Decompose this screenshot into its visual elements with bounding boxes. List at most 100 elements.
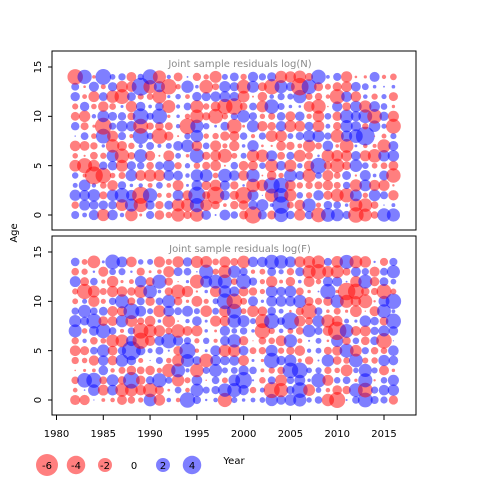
bubble-point	[230, 366, 238, 374]
bubble-point	[390, 133, 397, 140]
bubble-point	[228, 265, 241, 278]
bubble-point	[165, 376, 173, 384]
bubble-point	[81, 357, 88, 364]
bubble-point	[364, 310, 366, 312]
bubble-point	[83, 368, 87, 372]
bubble-point	[166, 397, 172, 403]
legend-label: -2	[100, 461, 110, 472]
bubble-point	[350, 275, 362, 288]
bubble-point	[138, 397, 144, 403]
bubble-point	[185, 368, 190, 373]
bubble-point	[190, 208, 204, 222]
bubble-point	[172, 179, 184, 191]
bubble-point	[295, 287, 304, 296]
bubble-point	[221, 113, 229, 120]
bubble-point	[146, 93, 154, 100]
bubble-point	[392, 184, 395, 187]
bubble-point	[294, 199, 306, 211]
bubble-point	[176, 114, 180, 119]
bubble-point	[212, 132, 219, 140]
bubble-point	[380, 347, 388, 355]
bubble-point	[146, 161, 154, 170]
bubble-point	[387, 374, 399, 386]
bubble-point	[88, 355, 100, 366]
bubble-point	[123, 372, 140, 389]
bubble-point	[326, 309, 330, 313]
bubble-point	[179, 392, 196, 408]
bubble-point	[305, 152, 313, 160]
bubble-point	[369, 101, 380, 112]
bubble-point	[358, 294, 373, 309]
bubble-point	[376, 333, 392, 349]
panel-1: 0 5 10 15 Joint sample residuals log(N)	[33, 50, 417, 231]
bubble-point	[303, 255, 316, 268]
bubble-point	[333, 307, 341, 315]
bubble-point	[378, 354, 390, 367]
bubble-point	[352, 337, 360, 345]
bubble-point	[134, 275, 147, 288]
bubble-point	[217, 148, 232, 163]
bubble-point	[71, 267, 79, 276]
bubble-point	[90, 336, 98, 345]
bubble-point	[350, 266, 361, 277]
bubble-point	[324, 132, 332, 140]
bubble-point	[192, 91, 202, 102]
bubble-point	[258, 347, 267, 355]
bubble-point	[391, 84, 396, 89]
bubble-point	[298, 105, 302, 108]
bubble-point	[354, 378, 358, 382]
bubble-point	[350, 344, 362, 357]
bubble-point	[285, 276, 296, 287]
bubble-point	[182, 325, 193, 336]
bubble-point	[183, 102, 192, 111]
bubble-point	[212, 258, 219, 266]
bubble-point	[118, 172, 126, 179]
bubble-point	[108, 327, 117, 335]
bubble-point	[71, 211, 80, 219]
bubble-point	[372, 173, 377, 178]
bubble-point	[167, 114, 171, 119]
bubble-point	[239, 327, 248, 335]
bubble-point	[370, 346, 379, 355]
bubble-point	[295, 131, 304, 141]
bubble-point	[202, 386, 210, 394]
bubble-point	[313, 190, 324, 201]
bubble-point	[214, 124, 217, 128]
bubble-point	[277, 151, 286, 160]
bubble-point	[171, 363, 186, 378]
bubble-point	[192, 72, 202, 82]
bubble-point	[321, 149, 335, 163]
bubble-point	[145, 365, 155, 376]
bubble-point	[265, 344, 278, 357]
bubble-point	[105, 139, 120, 153]
bubble-point	[114, 89, 130, 105]
bubble-point	[246, 149, 260, 162]
bubble-point	[117, 140, 127, 151]
bubble-point	[101, 398, 106, 402]
bubble-point	[286, 268, 295, 276]
bubble-point	[276, 141, 286, 151]
panels-group: 0 5 10 15 Joint sample residuals log(N) 0 5 10 1…	[33, 50, 417, 416]
bubble-point	[322, 180, 333, 191]
bubble-point	[361, 162, 369, 170]
bubble-point	[379, 111, 389, 121]
bubble-point	[389, 257, 398, 266]
bubble-point	[213, 338, 218, 343]
bubble-point	[114, 294, 130, 309]
bubble-point	[221, 377, 228, 384]
bubble-point	[219, 256, 231, 268]
bubble-point	[87, 189, 101, 202]
bubble-point	[125, 169, 138, 182]
bubble-point	[323, 161, 333, 170]
bubble-point	[358, 373, 373, 388]
bubble-point	[79, 394, 90, 406]
bubble-point	[163, 305, 175, 317]
bubble-point	[254, 323, 271, 339]
bubble-point	[99, 161, 108, 170]
bubble-point	[165, 327, 173, 335]
bubble-point	[177, 320, 179, 322]
bubble-point	[340, 364, 353, 377]
bubble-point	[295, 327, 304, 335]
bubble-point	[367, 149, 382, 163]
bubble-point	[320, 283, 336, 300]
